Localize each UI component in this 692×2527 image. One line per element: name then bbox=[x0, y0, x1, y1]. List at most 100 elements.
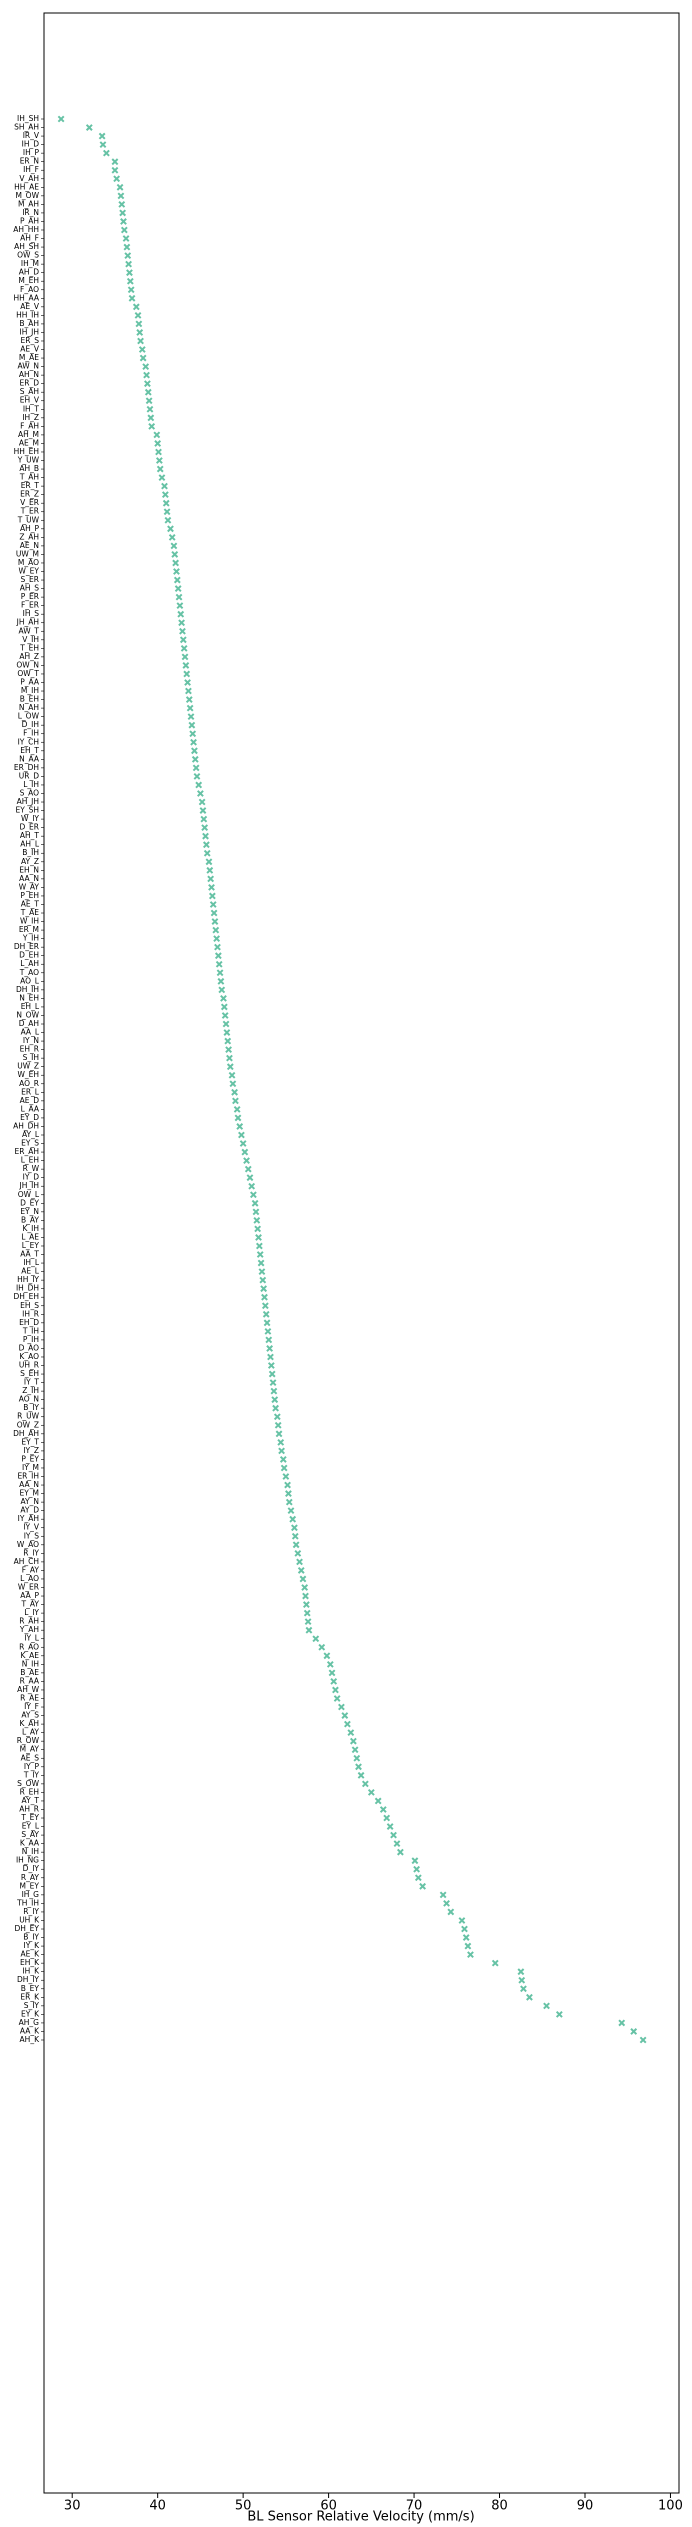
marker bbox=[393, 1840, 401, 1848]
x-tick-label: 70 bbox=[406, 2499, 423, 2514]
marker bbox=[447, 1908, 455, 1916]
y-tick-label: AH_Z bbox=[19, 652, 39, 661]
y-tick-label: AE_S bbox=[21, 1753, 40, 1762]
marker bbox=[396, 1848, 404, 1856]
y-tick-label: V_AH bbox=[19, 174, 39, 183]
y-tick-label: AE_D bbox=[20, 1096, 40, 1105]
y-tick-label: T_AO bbox=[19, 968, 39, 977]
x-tick-label: 40 bbox=[149, 2499, 166, 2514]
y-tick-label: IH_SH bbox=[17, 114, 39, 123]
y-tick-label: IY_CH bbox=[18, 737, 39, 746]
y-tick-label: B_AY bbox=[21, 1215, 39, 1224]
marker bbox=[280, 1464, 288, 1472]
y-tick-label: P_EY bbox=[21, 1454, 39, 1463]
y-tick-label: UW_M bbox=[16, 549, 39, 558]
y-tick-label: F_ER bbox=[21, 601, 39, 610]
marker bbox=[349, 1737, 357, 1745]
y-tick-label: IY_K bbox=[24, 1941, 41, 1950]
y-tick-label: M_IH bbox=[21, 686, 39, 695]
y-tick-label: DH_AH bbox=[13, 1429, 39, 1438]
y-tick-label: AH_CH bbox=[14, 1557, 39, 1566]
y-tick-label: AH_K bbox=[20, 2035, 41, 2044]
y-tick-label: IY_V bbox=[23, 1523, 40, 1532]
y-tick-label: AH_DH bbox=[13, 1121, 39, 1130]
marker bbox=[351, 1746, 359, 1754]
y-tick-label: AY_L bbox=[22, 1130, 40, 1139]
y-tick-label: Z_IH bbox=[22, 1386, 39, 1395]
y-tick-label: EY_K bbox=[21, 2009, 40, 2018]
y-tick-label: ER_M bbox=[19, 925, 39, 934]
marker bbox=[178, 619, 185, 627]
marker bbox=[341, 1712, 349, 1719]
y-tick-label: K_AO bbox=[19, 1352, 39, 1361]
marker bbox=[223, 1029, 231, 1036]
y-tick-label: EH_S bbox=[20, 1301, 39, 1310]
y-tick-label: IH_P bbox=[23, 148, 40, 157]
marker bbox=[464, 1942, 472, 1950]
marker bbox=[202, 832, 209, 840]
y-tick-label: ER_IH bbox=[17, 1472, 39, 1481]
marker bbox=[214, 943, 221, 951]
y-tick-label: W_IH bbox=[20, 917, 39, 926]
y-tick-label: T_EY bbox=[20, 1813, 39, 1822]
marker bbox=[267, 1362, 275, 1369]
y-tick-label: HH_EH bbox=[14, 447, 39, 456]
marker bbox=[383, 1814, 391, 1822]
marker bbox=[255, 1234, 262, 1241]
y-tick-label: P_AA bbox=[20, 677, 40, 686]
y-tick-label: DH_EH bbox=[13, 1292, 39, 1301]
y-tick-label: AH_HH bbox=[13, 225, 39, 234]
marker bbox=[195, 781, 203, 789]
marker bbox=[225, 1046, 232, 1054]
y-tick-label: IR_V bbox=[23, 131, 40, 140]
marker bbox=[120, 218, 127, 225]
marker bbox=[419, 1882, 427, 1890]
y-tick-label: S_ER bbox=[21, 575, 39, 584]
y-tick-label: EY_M bbox=[19, 1489, 39, 1498]
marker bbox=[228, 1071, 236, 1079]
marker bbox=[175, 593, 183, 601]
marker bbox=[630, 2028, 638, 2035]
y-tick-label: IH_S bbox=[23, 609, 40, 618]
marker bbox=[491, 1959, 499, 1967]
y-tick-label: P_ER bbox=[21, 592, 39, 601]
y-tick-label: IY_D bbox=[23, 1173, 40, 1182]
marker bbox=[197, 790, 204, 797]
marker bbox=[458, 1917, 466, 1924]
y-tick-label: IY_P bbox=[24, 1762, 40, 1771]
y-tick-label: L_AO bbox=[20, 1574, 39, 1583]
y-tick-label: AH_R bbox=[19, 1804, 39, 1813]
marker bbox=[262, 1310, 270, 1318]
y-tick-label: IY_S bbox=[24, 1531, 40, 1540]
marker bbox=[154, 440, 162, 447]
y-tick-label: IH_T bbox=[23, 404, 40, 413]
marker bbox=[294, 1549, 302, 1557]
marker bbox=[246, 1174, 254, 1182]
y-tick-label: OW_L bbox=[18, 1190, 40, 1199]
marker bbox=[297, 1567, 305, 1574]
y-tick-label: JH_IH bbox=[19, 1181, 39, 1190]
marker bbox=[209, 901, 217, 908]
marker bbox=[291, 1532, 299, 1540]
marker bbox=[269, 1379, 277, 1386]
x-tick-label: 60 bbox=[320, 2499, 337, 2514]
marker bbox=[118, 200, 126, 208]
x-tick-label: 90 bbox=[577, 2499, 594, 2514]
y-tick-label: EY_T bbox=[21, 1437, 39, 1446]
y-tick-label: EY_N bbox=[20, 1207, 39, 1216]
y-tick-label: AH_L bbox=[20, 840, 40, 849]
y-tick-label: R_IY bbox=[23, 1548, 39, 1557]
y-tick-label: HH_IH bbox=[16, 310, 39, 319]
y-tick-label: IH_M bbox=[21, 259, 39, 268]
y-tick-label: AE_V bbox=[20, 345, 40, 354]
marker bbox=[144, 388, 152, 396]
x-tick-label: 30 bbox=[64, 2499, 81, 2514]
y-tick-label: W_AO bbox=[17, 1540, 39, 1549]
y-tick-label: EY_SH bbox=[16, 806, 39, 815]
y-tick-label: AH_F bbox=[20, 234, 39, 243]
marker bbox=[238, 1131, 245, 1139]
marker bbox=[271, 1396, 279, 1404]
y-tick-label: AW_N bbox=[18, 362, 40, 371]
y-tick-label: L_EY bbox=[22, 1241, 40, 1250]
marker bbox=[98, 132, 106, 140]
